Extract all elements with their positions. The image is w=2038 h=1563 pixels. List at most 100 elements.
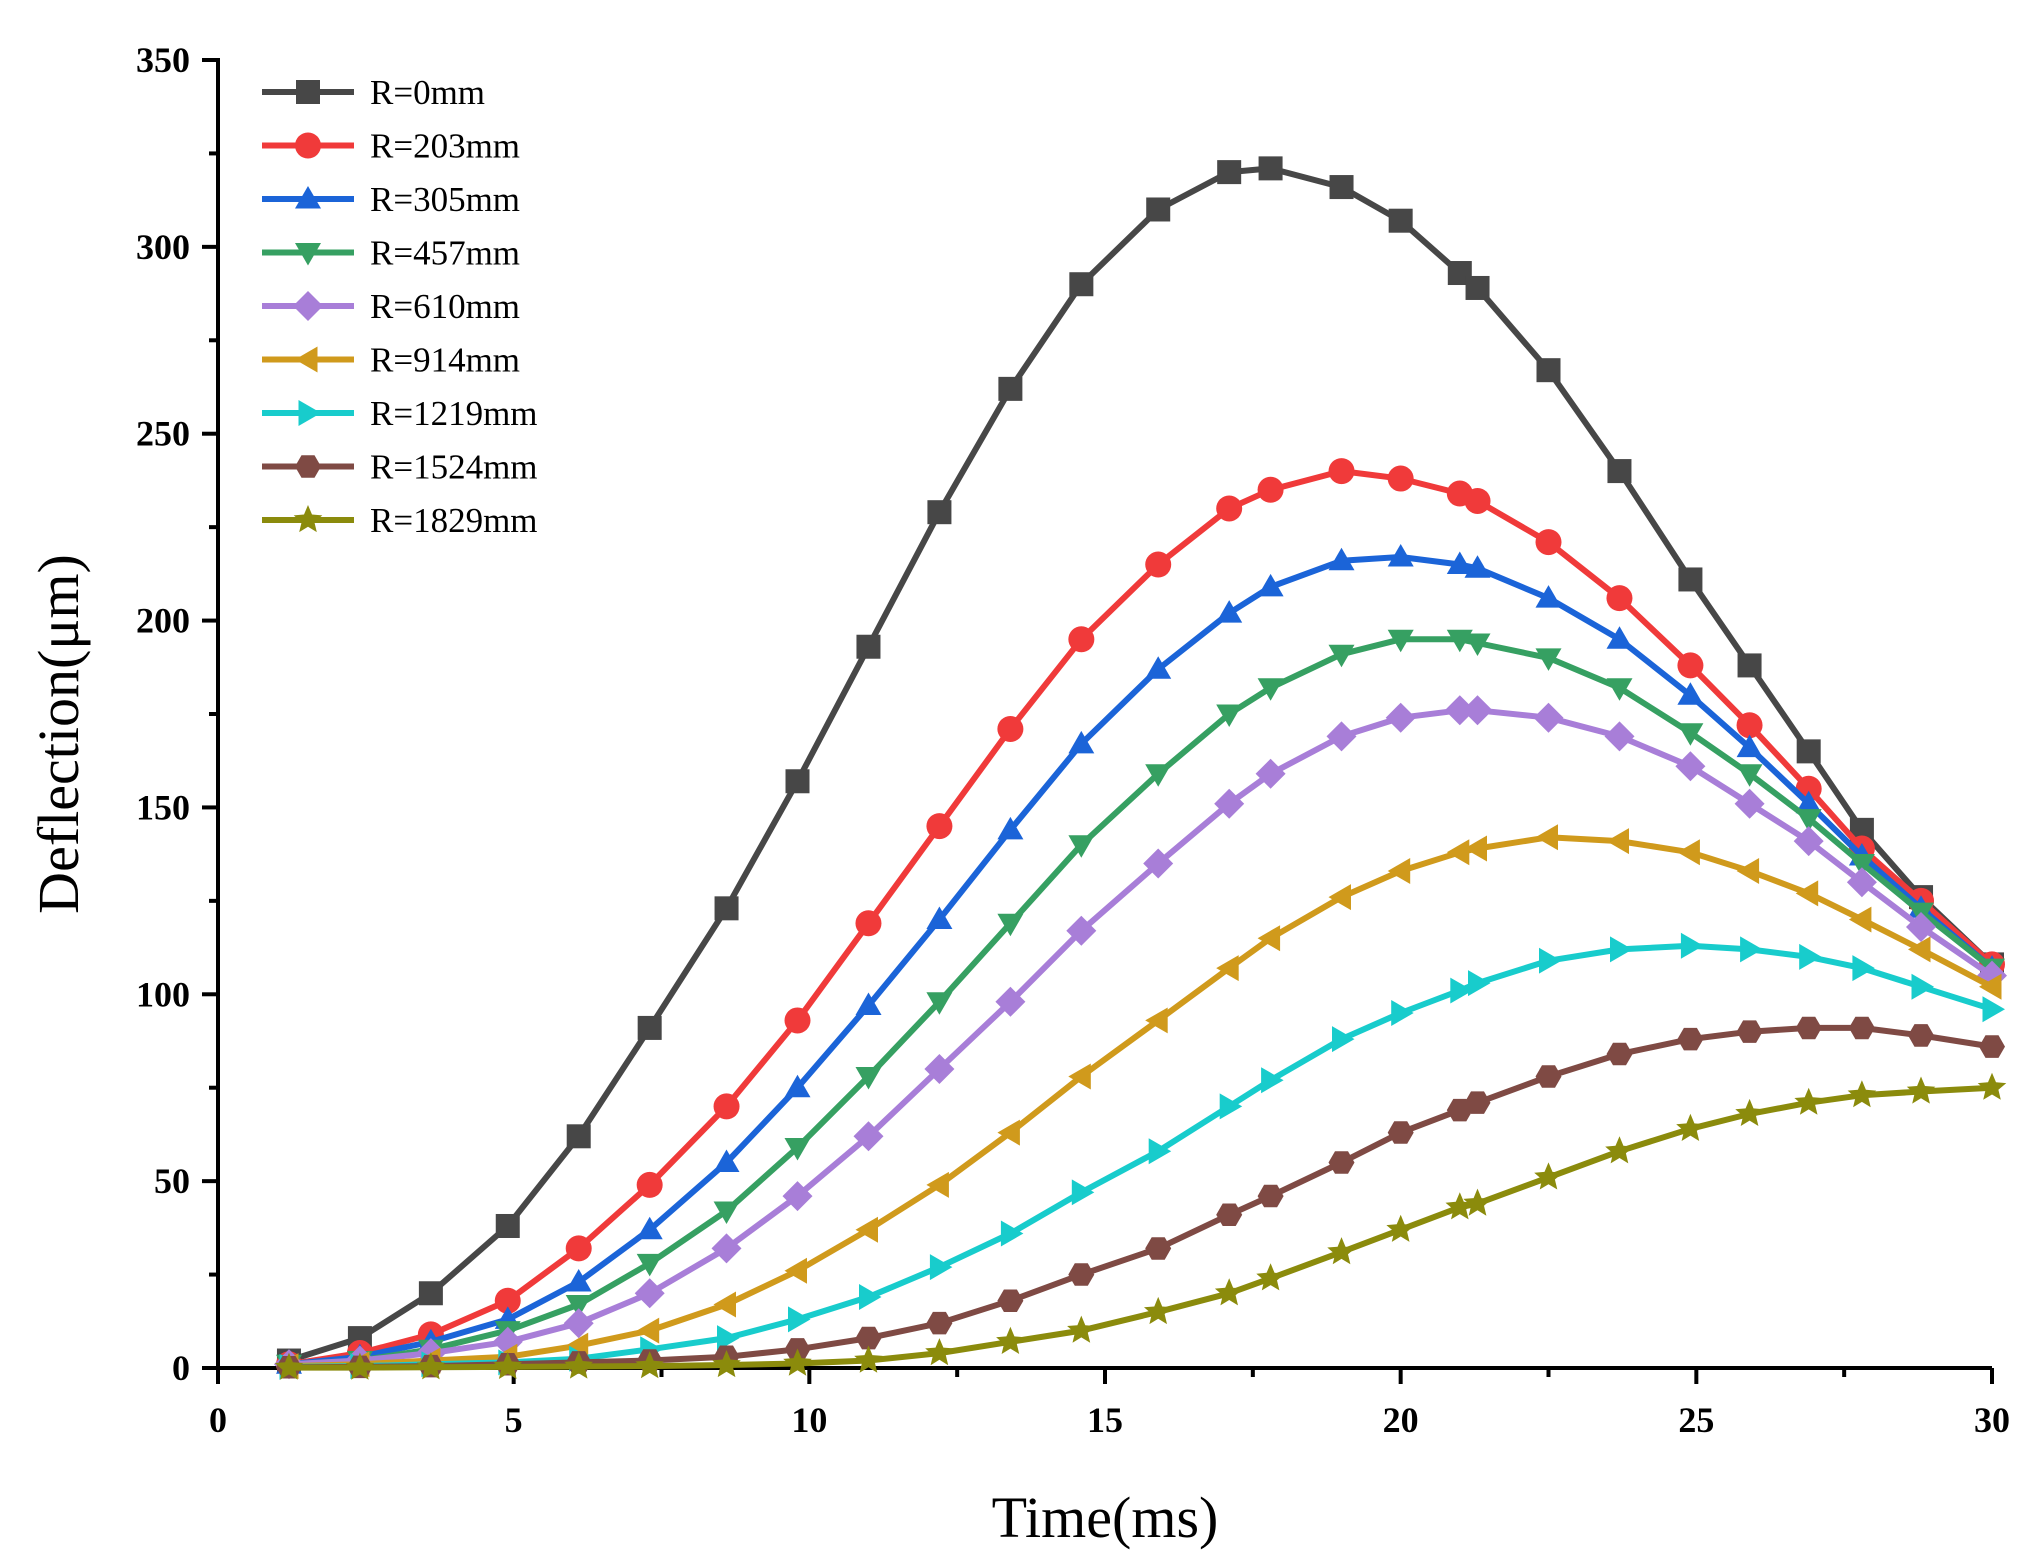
data-point: [1068, 626, 1095, 653]
data-point: [1852, 955, 1875, 982]
series-R=1524mm: [276, 1016, 2005, 1379]
data-point: [1535, 648, 1562, 671]
data-point: [1607, 459, 1632, 484]
legend-item: R=610mm: [262, 287, 520, 326]
x-tick-label: 10: [791, 1400, 827, 1440]
data-point: [1736, 734, 1763, 758]
data-point: [717, 1325, 740, 1352]
data-point: [636, 1253, 663, 1277]
data-point: [1737, 653, 1762, 678]
data-point: [1982, 996, 2005, 1023]
data-point: [1450, 977, 1473, 1004]
data-point: [926, 1311, 953, 1335]
data-point: [637, 1015, 662, 1040]
legend-label: R=1829mm: [370, 501, 538, 540]
data-point: [783, 1348, 812, 1376]
data-point: [1795, 809, 1822, 832]
data-point: [1908, 1024, 1934, 1047]
data-point: [1391, 1000, 1414, 1026]
data-point: [1464, 555, 1491, 578]
data-point: [1327, 1237, 1356, 1265]
data-point: [1847, 1080, 1877, 1108]
data-point: [1216, 600, 1243, 623]
data-point: [1535, 1065, 1562, 1088]
data-point: [1676, 1113, 1705, 1141]
legend-marker: [298, 400, 321, 426]
data-point: [1328, 458, 1355, 485]
data-point: [855, 992, 882, 1015]
data-point: [1734, 788, 1765, 819]
data-point: [925, 1338, 954, 1366]
data-point: [1605, 1136, 1634, 1164]
data-point: [1216, 704, 1243, 727]
data-point: [636, 1171, 663, 1198]
data-point: [1535, 529, 1562, 556]
data-point: [1328, 884, 1351, 911]
legend-marker: [295, 243, 321, 266]
data-point: [997, 1119, 1020, 1146]
data-point: [1793, 826, 1824, 857]
data-point: [713, 1093, 740, 1120]
data-point: [1387, 629, 1414, 653]
data-point: [565, 1295, 592, 1318]
data-point: [1534, 1162, 1563, 1190]
data-point: [927, 500, 952, 525]
data-point: [1255, 758, 1286, 789]
data-point: [1677, 723, 1704, 746]
data-point: [1068, 1263, 1095, 1286]
series-line: [288, 834, 1994, 1370]
series-line: [288, 707, 1994, 1368]
data-point: [1066, 915, 1097, 946]
x-tick-label: 20: [1383, 1400, 1419, 1440]
y-tick-label: 200: [136, 601, 190, 641]
data-point: [635, 1351, 664, 1379]
data-point: [564, 1351, 593, 1379]
data-point: [1464, 487, 1491, 514]
data-point: [997, 816, 1024, 840]
series-R=610mm: [274, 695, 2007, 1380]
legend-marker: [293, 505, 323, 533]
data-point: [416, 1352, 446, 1380]
data-point: [855, 1067, 882, 1090]
legend-marker: [295, 455, 321, 478]
data-point: [1606, 626, 1633, 649]
data-point: [1906, 1076, 1936, 1104]
x-tick-label: 25: [1678, 1400, 1714, 1440]
legend-label: R=1219mm: [370, 394, 538, 433]
y-tick-label: 350: [136, 40, 190, 80]
data-point: [1068, 835, 1095, 858]
data-point: [1468, 970, 1491, 997]
data-point: [1329, 175, 1354, 200]
series-R=203mm: [275, 458, 2005, 1378]
legend-label: R=914mm: [370, 341, 520, 380]
data-point: [1145, 1237, 1172, 1260]
data-point: [1256, 1263, 1285, 1291]
data-point: [1257, 925, 1281, 952]
data-point: [1465, 275, 1490, 300]
data-point: [713, 1149, 740, 1172]
data-point: [1328, 1151, 1355, 1174]
data-point: [1464, 633, 1491, 656]
data-point: [998, 376, 1023, 401]
data-point: [1257, 678, 1284, 701]
data-point: [929, 1254, 953, 1281]
legend-label: R=305mm: [370, 180, 520, 219]
data-point: [996, 1326, 1025, 1354]
data-point: [1794, 1087, 1823, 1115]
y-tick-label: 250: [136, 414, 190, 454]
data-point: [1911, 973, 1934, 1000]
data-point: [1387, 544, 1414, 567]
data-point: [1680, 932, 1704, 959]
data-point: [859, 1284, 882, 1310]
data-point: [1068, 730, 1095, 754]
data-point: [1332, 1026, 1355, 1053]
series-R=914mm: [276, 824, 2002, 1380]
data-point: [1446, 839, 1470, 866]
data-point: [784, 1074, 811, 1098]
data-point: [788, 1306, 811, 1333]
y-tick-label: 100: [136, 974, 190, 1014]
data-point: [634, 1278, 665, 1309]
data-point: [1388, 208, 1413, 233]
legend-item: R=203mm: [262, 127, 520, 166]
